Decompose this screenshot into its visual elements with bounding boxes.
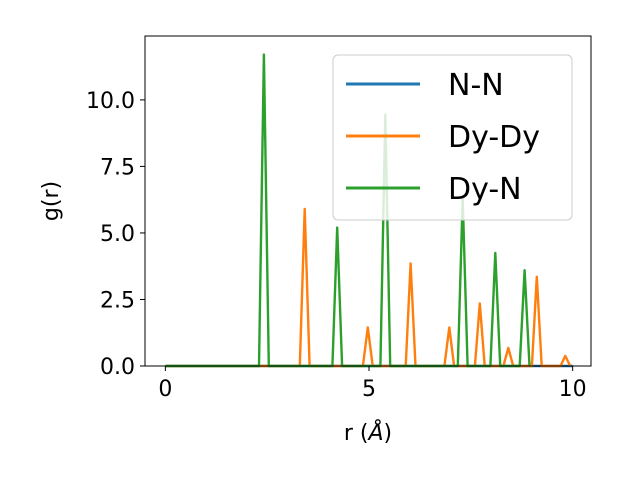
y-axis: 0.0 2.5 5.0 7.5 10.0	[86, 89, 145, 380]
legend-box	[332, 54, 573, 221]
y-tick-label: 7.5	[100, 155, 135, 180]
legend-label-2: Dy-N	[448, 172, 522, 207]
y-tick-label: 0.0	[100, 355, 135, 380]
y-tick-label: 2.5	[100, 288, 135, 313]
plot-frame	[144, 35, 592, 367]
legend-label-1: Dy-Dy	[448, 120, 540, 155]
x-tick-label: 5	[362, 377, 376, 402]
y-tick-label: 10.0	[86, 89, 135, 114]
legend: N-N Dy-Dy Dy-N	[332, 54, 573, 221]
x-axis-label: r (Å)	[344, 419, 392, 446]
legend-label-0: N-N	[448, 68, 504, 103]
x-axis: 0 5 10	[158, 366, 587, 402]
y-tick-label: 5.0	[100, 222, 135, 247]
series-line-1	[165, 207, 572, 368]
x-tick-label: 10	[559, 377, 587, 402]
x-tick-label: 0	[158, 377, 172, 402]
y-axis-label: g(r)	[39, 181, 64, 221]
